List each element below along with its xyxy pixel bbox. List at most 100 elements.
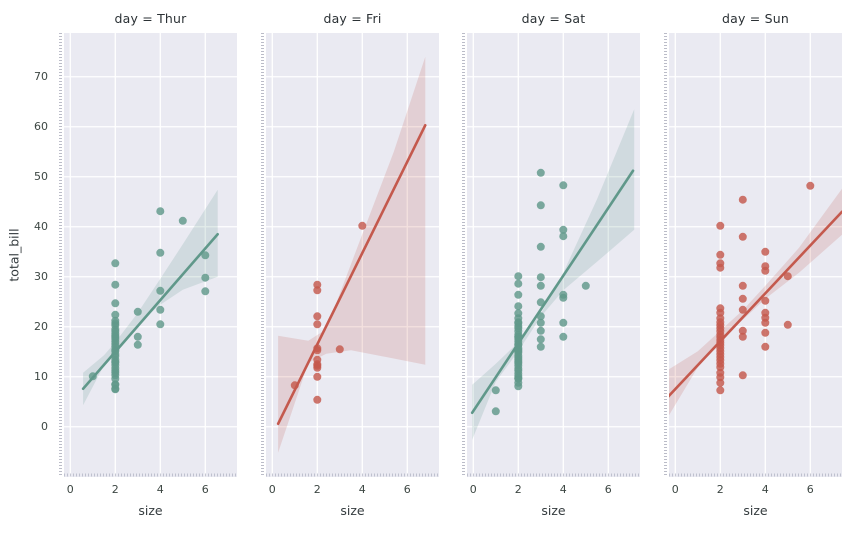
scatter-point [738, 305, 747, 314]
facet-title: day = Fri [323, 11, 382, 26]
scatter-point [806, 181, 815, 190]
scatter-point [716, 308, 725, 317]
y-axis-minor-ticks [664, 33, 667, 477]
scatter-point [156, 286, 165, 295]
panel-background [266, 33, 439, 477]
scatter-point [201, 273, 210, 282]
x-tick-label: 6 [806, 483, 814, 496]
scatter-point [133, 307, 142, 316]
scatter-point [738, 294, 747, 303]
scatter-point [716, 263, 725, 272]
scatter-point [156, 305, 165, 314]
x-tick-label: 0 [469, 483, 477, 496]
facet-day-sat: day = Sat 0 2 4 6 size [462, 0, 640, 540]
y-tick-label: 10 [34, 369, 48, 383]
scatter-point [716, 378, 725, 387]
scatter-point [559, 232, 568, 241]
y-axis-minor-ticks [59, 33, 62, 477]
scatter-point [559, 293, 568, 302]
scatter-point [559, 318, 568, 327]
x-tick-label: 0 [671, 483, 679, 496]
regression-line [669, 210, 842, 398]
scatter-point [536, 318, 545, 327]
scatter-point [761, 247, 770, 256]
scatter-point [156, 248, 165, 257]
scatter-point [156, 207, 165, 216]
facet-plot-area [266, 33, 439, 477]
y-tick-label: 30 [34, 269, 48, 283]
y-tick-label: 20 [34, 319, 48, 333]
scatter-point [761, 296, 770, 305]
scatter-point [761, 328, 770, 337]
scatter-point [559, 225, 568, 234]
scatter-point [716, 250, 725, 259]
scatter-point [716, 386, 725, 395]
scatter-point [761, 266, 770, 275]
facet-title: day = Sat [521, 11, 586, 26]
scatter-point [178, 216, 187, 225]
regression-line [470, 169, 635, 415]
regression-line [276, 123, 427, 426]
x-tick-label: 2 [514, 483, 522, 496]
scatter-point [514, 302, 523, 311]
scatter-point [290, 381, 299, 390]
scatter-point [716, 221, 725, 230]
scatter-point [313, 395, 322, 404]
y-tick-label: 50 [34, 169, 48, 183]
scatter-point [536, 242, 545, 251]
x-tick-label: 6 [604, 483, 612, 496]
scatter-point [111, 280, 120, 289]
scatter-point [738, 332, 747, 341]
scatter-point [761, 318, 770, 327]
y-tick-label: 0 [41, 419, 48, 433]
facet-plot-area [669, 33, 842, 477]
scatter-point [536, 298, 545, 307]
scatter-point [313, 280, 322, 289]
x-tick-label: 2 [111, 483, 119, 496]
scatter-point [559, 332, 568, 341]
x-tick-label: 0 [268, 483, 276, 496]
scatter-point [536, 335, 545, 344]
scatter-point [88, 372, 97, 381]
panel-background [669, 33, 842, 477]
x-axis-label: size [541, 503, 566, 518]
x-tick-label: 0 [66, 483, 74, 496]
scatter-point [716, 363, 725, 372]
scatter-point [133, 340, 142, 349]
scatter-point [156, 320, 165, 329]
x-tick-label: 6 [403, 483, 411, 496]
scatter-point [514, 290, 523, 299]
scatter-point [514, 272, 523, 281]
x-axis-label: size [138, 503, 163, 518]
x-axis-label: size [743, 503, 768, 518]
scatter-point [761, 342, 770, 351]
x-tick-label: 2 [313, 483, 321, 496]
scatter-point [738, 326, 747, 335]
scatter-point [313, 320, 322, 329]
scatter-point [536, 281, 545, 290]
scatter-point [201, 287, 210, 296]
scatter-point [111, 259, 120, 268]
scatter-point [536, 342, 545, 351]
scatter-point [536, 273, 545, 282]
confidence-band [278, 56, 426, 453]
scatter-point [313, 346, 322, 355]
scatter-point [738, 232, 747, 241]
scatter-point [491, 407, 500, 416]
scatter-point [313, 312, 322, 321]
confidence-band [83, 189, 218, 406]
facet-day-fri: day = Fri 0 2 4 6 size [261, 0, 439, 540]
panel-background [467, 33, 640, 477]
x-tick-label: 2 [716, 483, 724, 496]
scatter-point [581, 281, 590, 290]
y-tick-label: 70 [34, 69, 48, 83]
regression-line [81, 232, 219, 391]
scatter-point [514, 279, 523, 288]
scatter-point [536, 168, 545, 177]
facet-plot-area [64, 33, 237, 477]
scatter-point [335, 345, 344, 354]
facet-title: day = Sun [722, 11, 789, 26]
scatter-point [313, 286, 322, 295]
scatter-point [783, 272, 792, 281]
scatter-point [111, 310, 120, 319]
